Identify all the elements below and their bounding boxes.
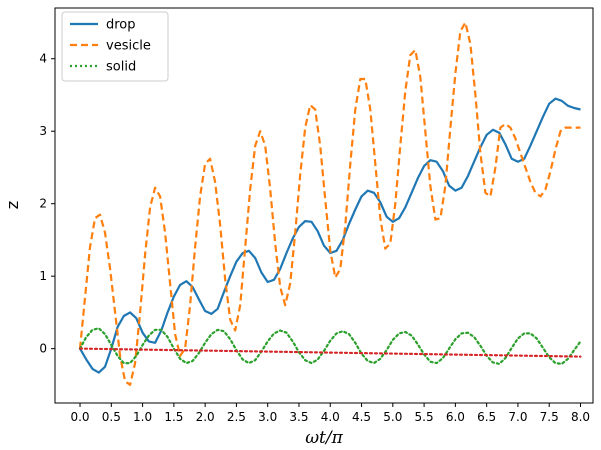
y-tick-label: 4 <box>39 52 47 66</box>
x-tick-label: 3.0 <box>258 410 277 424</box>
x-tick-label: 1.0 <box>133 410 152 424</box>
y-tick-label: 0 <box>39 342 47 356</box>
x-tick-label: 2.0 <box>196 410 215 424</box>
x-tick-label: 4.5 <box>352 410 371 424</box>
legend-label: drop <box>106 18 136 33</box>
series-line-drop <box>79 97 581 374</box>
x-tick-label: 0.0 <box>70 410 89 424</box>
legend: drop vesicle solid <box>61 11 169 82</box>
series-layer <box>78 21 582 386</box>
y-tick-label: 3 <box>39 124 47 138</box>
x-tick-label: 6.0 <box>446 410 465 424</box>
legend-box <box>61 11 169 82</box>
x-tick-label: 3.5 <box>289 410 308 424</box>
y-axis-ticks: 0 1 2 3 4 <box>39 52 55 356</box>
series-line-solid <box>78 327 582 365</box>
series-line-vesicle <box>78 21 581 386</box>
x-tick-label: 1.5 <box>164 410 183 424</box>
x-tick-label: 5.0 <box>383 410 402 424</box>
x-tick-label: 6.5 <box>477 410 496 424</box>
x-tick-label: 7.0 <box>508 410 527 424</box>
x-tick-label: 5.5 <box>415 410 434 424</box>
x-axis-label: ωt/π <box>305 428 343 448</box>
y-axis-label: z <box>3 201 22 209</box>
y-tick-label: 2 <box>39 197 47 211</box>
x-tick-label: 8.0 <box>571 410 590 424</box>
x-axis-ticks: 0.0 0.5 1.0 1.5 2.0 2.5 3.0 3.5 4.0 4.5 5.0 5.5 6.0 6… <box>70 403 590 424</box>
x-tick-label: 7.5 <box>540 410 559 424</box>
y-tick-label: 1 <box>39 269 47 283</box>
x-tick-label: 4.0 <box>321 410 340 424</box>
x-tick-label: 0.5 <box>102 410 121 424</box>
legend-label: vesicle <box>106 39 151 54</box>
x-tick-label: 2.5 <box>227 410 246 424</box>
series-line-reference <box>78 347 582 358</box>
legend-label: solid <box>106 60 136 75</box>
